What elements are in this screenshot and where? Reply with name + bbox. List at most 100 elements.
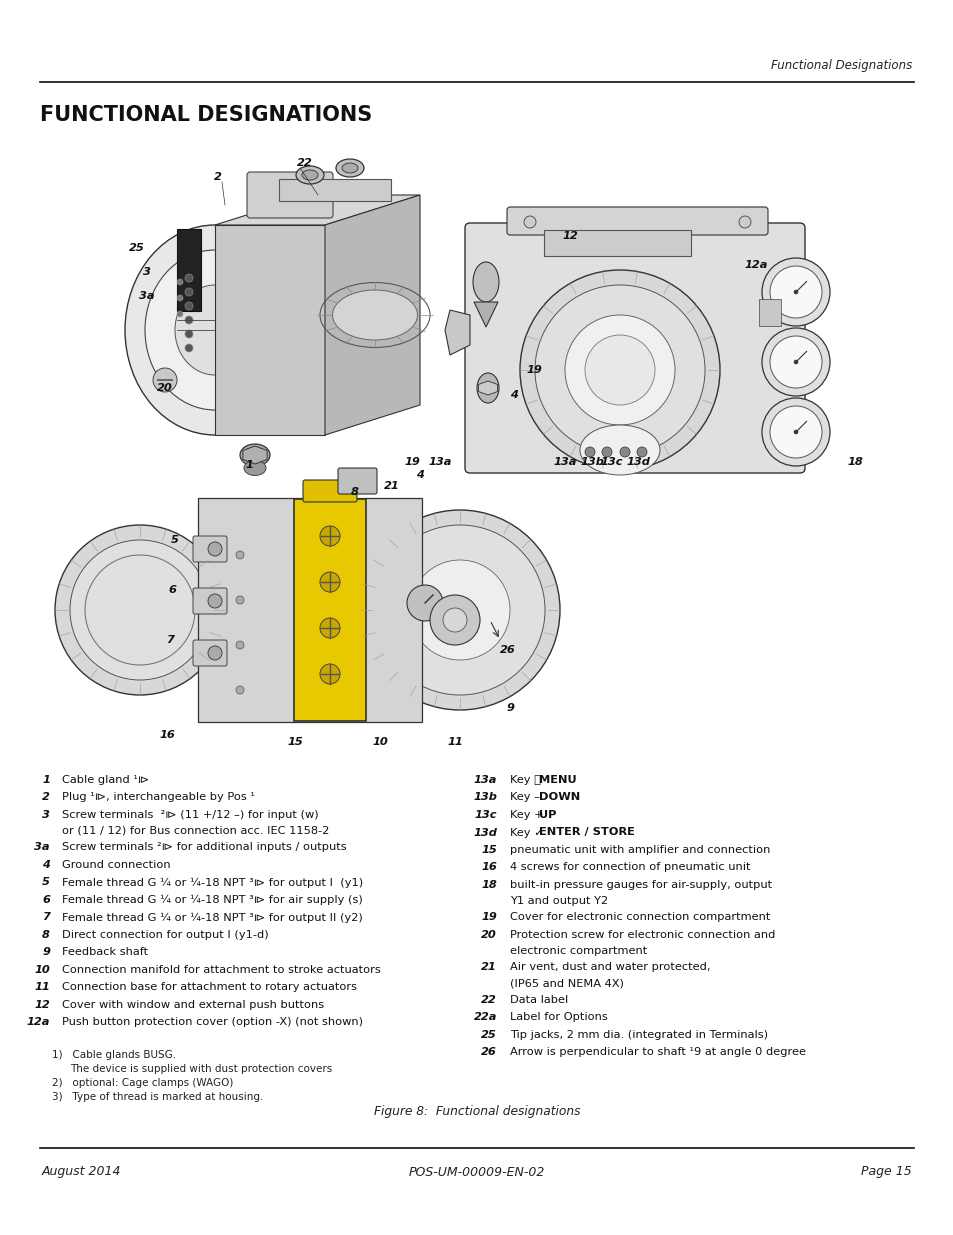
Text: 4: 4 bbox=[42, 860, 50, 869]
Text: Key ✓: Key ✓ bbox=[510, 827, 547, 837]
Circle shape bbox=[739, 216, 750, 228]
Circle shape bbox=[208, 542, 222, 556]
Text: 26: 26 bbox=[480, 1047, 497, 1057]
Text: Female thread G ¼ or ¼-18 NPT ³⧐ for output II (y2): Female thread G ¼ or ¼-18 NPT ³⧐ for out… bbox=[62, 913, 362, 923]
Circle shape bbox=[208, 646, 222, 659]
Circle shape bbox=[375, 525, 544, 695]
Text: 13d: 13d bbox=[625, 457, 649, 467]
Text: 13d: 13d bbox=[473, 827, 497, 837]
Text: 11: 11 bbox=[447, 737, 462, 747]
Text: 13c: 13c bbox=[474, 810, 497, 820]
FancyBboxPatch shape bbox=[337, 468, 376, 494]
FancyBboxPatch shape bbox=[193, 588, 227, 614]
Text: 22: 22 bbox=[480, 994, 497, 1004]
Ellipse shape bbox=[473, 262, 498, 303]
Text: 4 screws for connection of pneumatic unit: 4 screws for connection of pneumatic uni… bbox=[510, 862, 750, 872]
Text: 21: 21 bbox=[480, 962, 497, 972]
Circle shape bbox=[793, 430, 797, 433]
Circle shape bbox=[319, 572, 339, 592]
Circle shape bbox=[55, 525, 225, 695]
Text: 1)   Cable glands BUSG.: 1) Cable glands BUSG. bbox=[52, 1050, 176, 1060]
Circle shape bbox=[185, 288, 193, 296]
Circle shape bbox=[70, 540, 210, 680]
Ellipse shape bbox=[244, 461, 266, 475]
Circle shape bbox=[761, 398, 829, 466]
Circle shape bbox=[769, 406, 821, 458]
Text: 6: 6 bbox=[168, 585, 175, 595]
Text: 13a: 13a bbox=[553, 457, 576, 467]
Text: FUNCTIONAL DESIGNATIONS: FUNCTIONAL DESIGNATIONS bbox=[40, 105, 372, 125]
Circle shape bbox=[761, 329, 829, 396]
Text: Female thread G ¼ or ¼-18 NPT ³⧐ for air supply (s): Female thread G ¼ or ¼-18 NPT ³⧐ for air… bbox=[62, 895, 362, 905]
Text: 3a: 3a bbox=[34, 842, 50, 852]
Circle shape bbox=[523, 216, 536, 228]
Text: 16: 16 bbox=[159, 730, 174, 740]
Circle shape bbox=[177, 311, 183, 317]
Circle shape bbox=[535, 285, 704, 454]
Text: 20: 20 bbox=[480, 930, 497, 940]
Text: 3: 3 bbox=[143, 267, 151, 277]
Circle shape bbox=[793, 359, 797, 364]
FancyBboxPatch shape bbox=[278, 179, 391, 201]
Ellipse shape bbox=[579, 425, 659, 475]
Text: 22: 22 bbox=[296, 158, 313, 168]
Circle shape bbox=[359, 510, 559, 710]
Text: pneumatic unit with amplifier and connection: pneumatic unit with amplifier and connec… bbox=[510, 845, 770, 855]
Text: 18: 18 bbox=[846, 457, 862, 467]
Text: Connection manifold for attachment to stroke actuators: Connection manifold for attachment to st… bbox=[62, 965, 380, 974]
Circle shape bbox=[185, 330, 193, 338]
Circle shape bbox=[442, 608, 467, 632]
Text: 2: 2 bbox=[42, 793, 50, 803]
Ellipse shape bbox=[333, 290, 417, 340]
Text: Female thread G ¼ or ¼-18 NPT ³⧐ for output I  (y1): Female thread G ¼ or ¼-18 NPT ³⧐ for out… bbox=[62, 877, 363, 888]
Circle shape bbox=[407, 585, 442, 621]
Text: Arrow is perpendicular to shaft ¹9 at angle 0 degree: Arrow is perpendicular to shaft ¹9 at an… bbox=[510, 1047, 805, 1057]
Circle shape bbox=[185, 316, 193, 324]
Ellipse shape bbox=[476, 373, 498, 403]
Circle shape bbox=[793, 290, 797, 294]
Text: 25: 25 bbox=[129, 243, 145, 253]
Text: Cable gland ¹⧐: Cable gland ¹⧐ bbox=[62, 776, 149, 785]
Text: 13c: 13c bbox=[600, 457, 622, 467]
FancyBboxPatch shape bbox=[506, 207, 767, 235]
Circle shape bbox=[177, 279, 183, 285]
Text: 13a: 13a bbox=[428, 457, 451, 467]
Ellipse shape bbox=[174, 285, 254, 375]
Text: Y1 and output Y2: Y1 and output Y2 bbox=[510, 895, 607, 905]
Text: 8: 8 bbox=[42, 930, 50, 940]
Text: 7: 7 bbox=[42, 913, 50, 923]
Text: 7: 7 bbox=[166, 635, 173, 645]
Text: UP: UP bbox=[538, 810, 556, 820]
Text: 18: 18 bbox=[480, 881, 497, 890]
Text: Connection base for attachment to rotary actuators: Connection base for attachment to rotary… bbox=[62, 982, 356, 993]
Text: 13b: 13b bbox=[579, 457, 603, 467]
Text: Plug ¹⧐, interchangeable by Pos ¹: Plug ¹⧐, interchangeable by Pos ¹ bbox=[62, 793, 254, 803]
Polygon shape bbox=[214, 195, 419, 225]
Circle shape bbox=[319, 618, 339, 638]
Circle shape bbox=[235, 685, 244, 694]
Circle shape bbox=[769, 266, 821, 317]
Circle shape bbox=[152, 368, 177, 391]
FancyBboxPatch shape bbox=[464, 224, 804, 473]
Text: 9: 9 bbox=[42, 947, 50, 957]
Text: Feedback shaft: Feedback shaft bbox=[62, 947, 148, 957]
Circle shape bbox=[761, 258, 829, 326]
FancyBboxPatch shape bbox=[193, 640, 227, 666]
Text: Ground connection: Ground connection bbox=[62, 860, 171, 869]
Text: ENTER / STORE: ENTER / STORE bbox=[538, 827, 634, 837]
Circle shape bbox=[519, 270, 720, 471]
Text: 2)   optional: Cage clamps (WAGO): 2) optional: Cage clamps (WAGO) bbox=[52, 1078, 233, 1088]
Text: 1: 1 bbox=[42, 776, 50, 785]
Text: Figure 8:  Functional designations: Figure 8: Functional designations bbox=[374, 1105, 579, 1119]
Text: 12a: 12a bbox=[743, 261, 767, 270]
Text: 20: 20 bbox=[157, 383, 172, 393]
Text: 4: 4 bbox=[416, 471, 423, 480]
Circle shape bbox=[619, 447, 629, 457]
Text: 1: 1 bbox=[245, 459, 253, 471]
Text: or (11 / 12) for Bus connection acc. IEC 1158-2: or (11 / 12) for Bus connection acc. IEC… bbox=[62, 826, 329, 836]
Text: 15: 15 bbox=[287, 737, 302, 747]
Text: 2: 2 bbox=[213, 172, 222, 182]
Text: 8: 8 bbox=[351, 487, 358, 496]
Text: 12a: 12a bbox=[27, 1018, 50, 1028]
FancyBboxPatch shape bbox=[303, 480, 356, 501]
